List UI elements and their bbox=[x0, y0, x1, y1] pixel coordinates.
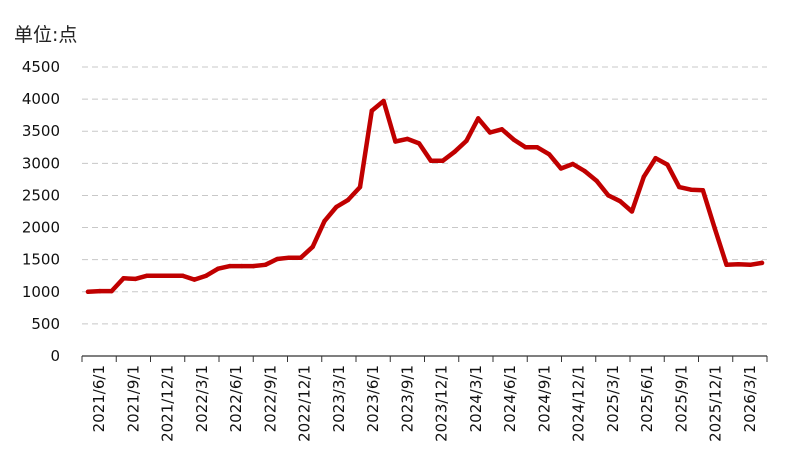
x-tick-label: 2025/12/1 bbox=[707, 365, 725, 442]
data-point bbox=[192, 277, 197, 282]
data-point bbox=[97, 288, 103, 294]
data-point bbox=[641, 174, 646, 180]
data-point bbox=[227, 263, 233, 269]
data-point bbox=[263, 262, 268, 268]
x-tick-label: 2023/12/1 bbox=[433, 365, 451, 442]
x-tick-label: 2024/12/1 bbox=[570, 365, 588, 442]
data-point bbox=[393, 139, 398, 144]
data-point bbox=[156, 273, 162, 278]
data-point bbox=[523, 145, 528, 150]
series-group bbox=[85, 98, 765, 295]
data-point bbox=[736, 261, 741, 267]
data-point bbox=[180, 273, 185, 278]
data-point bbox=[747, 262, 753, 268]
data-point bbox=[759, 260, 765, 266]
data-point bbox=[405, 136, 410, 142]
data-point bbox=[298, 255, 304, 260]
data-point bbox=[381, 98, 386, 104]
data-point bbox=[665, 162, 670, 167]
x-tick-label: 2025/9/1 bbox=[672, 365, 690, 432]
data-point bbox=[653, 155, 658, 161]
data-point bbox=[251, 263, 256, 269]
data-point bbox=[558, 166, 564, 171]
data-point bbox=[274, 256, 280, 262]
data-point bbox=[452, 149, 457, 154]
y-tick-label: 2000 bbox=[22, 219, 60, 237]
data-point bbox=[144, 273, 150, 278]
x-axis-ticks: 2021/6/1 2021/9/1 2021/12/1 2022/3/1 2022/6/… bbox=[90, 365, 759, 442]
data-point bbox=[688, 187, 694, 192]
data-point bbox=[570, 161, 576, 167]
data-point bbox=[724, 262, 729, 268]
data-point bbox=[712, 225, 717, 231]
data-point bbox=[511, 137, 516, 142]
x-tick-label: 2021/12/1 bbox=[159, 365, 177, 442]
y-tick-label: 1500 bbox=[22, 251, 60, 269]
data-point bbox=[535, 145, 540, 150]
x-tick-label: 2021/9/1 bbox=[124, 365, 142, 432]
data-point bbox=[499, 127, 505, 132]
data-point bbox=[677, 184, 682, 190]
data-point bbox=[594, 178, 599, 183]
data-point bbox=[109, 288, 114, 294]
data-point bbox=[322, 218, 327, 224]
data-point bbox=[582, 168, 587, 174]
data-point bbox=[345, 197, 351, 203]
x-tick-label: 2025/6/1 bbox=[638, 365, 656, 432]
x-tick-label: 2023/9/1 bbox=[398, 365, 416, 432]
data-point bbox=[310, 244, 315, 250]
data-point bbox=[464, 138, 469, 144]
x-tick-label: 2022/12/1 bbox=[296, 365, 314, 442]
y-tick-label: 4000 bbox=[22, 90, 60, 108]
data-point bbox=[617, 199, 623, 204]
data-point bbox=[476, 116, 481, 121]
x-tick-label: 2022/9/1 bbox=[261, 365, 279, 432]
data-point bbox=[357, 184, 363, 190]
x-tick-label: 2026/3/1 bbox=[741, 365, 759, 432]
y-tick-label: 2500 bbox=[22, 186, 60, 204]
data-point bbox=[215, 266, 221, 271]
data-point bbox=[606, 193, 611, 198]
x-tick-label: 2023/3/1 bbox=[330, 365, 348, 432]
data-point bbox=[440, 158, 445, 163]
y-tick-label: 3000 bbox=[22, 154, 60, 172]
x-tick-label: 2024/9/1 bbox=[535, 365, 553, 432]
y-tick-label: 0 bbox=[50, 347, 60, 365]
data-point bbox=[428, 158, 434, 163]
x-tick-label: 2023/6/1 bbox=[364, 365, 382, 432]
data-point bbox=[369, 108, 374, 113]
data-point bbox=[334, 204, 339, 210]
data-point bbox=[629, 209, 635, 214]
data-point bbox=[85, 289, 91, 294]
x-axis bbox=[81, 355, 768, 362]
data-point bbox=[546, 152, 552, 157]
y-tick-label: 3500 bbox=[22, 122, 60, 140]
data-point bbox=[416, 141, 422, 146]
y-tick-label: 4500 bbox=[22, 58, 60, 76]
data-point bbox=[168, 273, 173, 278]
y-tick-label: 500 bbox=[31, 315, 60, 333]
data-point bbox=[121, 276, 126, 281]
gridlines bbox=[82, 66, 767, 325]
data-point bbox=[700, 188, 706, 193]
x-tick-label: 2025/3/1 bbox=[604, 365, 622, 432]
data-point bbox=[204, 273, 209, 278]
data-point bbox=[487, 130, 493, 135]
unit-label: 单位:点 bbox=[14, 24, 78, 46]
data-point bbox=[239, 263, 244, 269]
x-tick-label: 2022/3/1 bbox=[193, 365, 211, 432]
data-point bbox=[286, 255, 292, 260]
y-tick-label: 1000 bbox=[22, 283, 60, 301]
y-axis-ticks: 0 500 1000 1500 2000 2500 3000 3500 4000 4500 bbox=[22, 58, 60, 365]
data-point bbox=[133, 276, 138, 282]
x-tick-label: 2022/6/1 bbox=[227, 365, 245, 432]
x-tick-label: 2024/3/1 bbox=[467, 365, 485, 432]
x-tick-label: 2021/6/1 bbox=[90, 365, 108, 432]
x-tick-label: 2024/6/1 bbox=[501, 365, 519, 432]
series-line bbox=[85, 98, 765, 295]
